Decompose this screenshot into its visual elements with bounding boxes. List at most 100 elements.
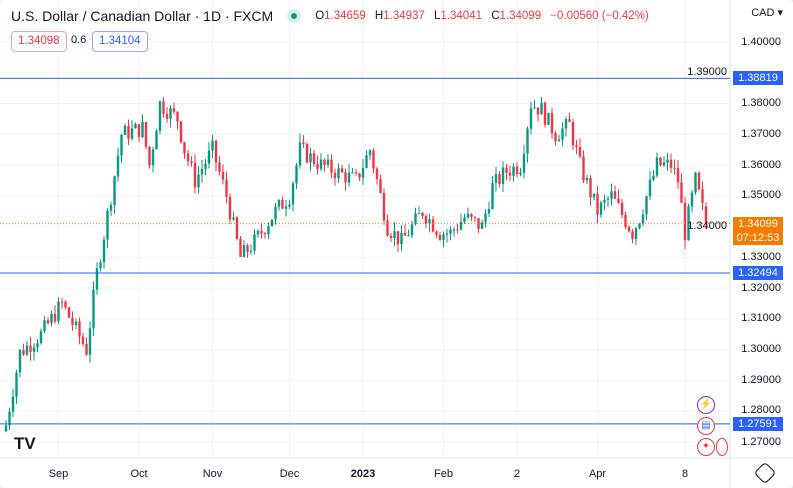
candle-body [652,175,655,180]
candle-body [113,176,116,205]
candle-body [151,149,155,166]
event-icon[interactable] [716,438,728,456]
candle-body [253,234,256,251]
candle-body [449,229,452,234]
candle-body [666,159,669,163]
candle-body [704,206,708,224]
candle-body [641,214,645,224]
candle-body [634,228,638,239]
lightning-event-icon[interactable]: ⚡ [697,396,715,414]
price-tick: 1.34000 [687,220,727,233]
candle-body [438,235,442,240]
candle-body [305,144,309,163]
symbol-title[interactable]: U.S. Dollar / Canadian Dollar · 1D · FXC… [11,8,274,24]
candle-body [246,245,249,252]
tradingview-logo[interactable]: TV [14,434,36,453]
horizontal-line-label: 1.38819 [733,71,783,86]
candle-body [270,219,274,227]
candle-body [92,289,95,329]
candle-body [302,142,305,145]
candle-body [211,140,214,151]
low-value: 1.34041 [440,10,482,22]
candle-body [568,119,571,123]
ca-flag-event-icon[interactable]: ✦ [697,438,715,456]
candle-body [190,161,193,163]
bar-countdown: 07:12:53 [733,230,783,245]
candle-body [554,133,557,142]
candle-body [183,142,186,154]
sell-button[interactable]: 1.34098 [11,31,67,52]
candle-body [522,153,526,173]
candle-body [599,202,603,215]
horizontal-line-label: 1.27591 [733,416,783,431]
candle-body [158,101,162,131]
candle-body [365,155,368,168]
candle-body [662,162,666,166]
candle-body [585,178,589,181]
candle-body [459,221,463,230]
us-flag-event-icon[interactable]: ▤ [697,417,715,435]
candle-body [316,164,319,169]
time-tick: Sep [48,468,69,480]
candle-body [214,140,218,163]
candle-body [564,119,568,129]
candle-body [330,159,333,173]
candle-body [470,214,473,217]
candle-body [22,349,25,355]
candle-body [351,172,354,174]
candle-body [197,174,200,188]
candle-body [102,239,106,263]
candle-body [512,166,515,176]
candle-body [344,172,347,183]
time-tick: Nov [202,468,223,480]
candle-body [78,321,81,337]
candle-body [162,101,165,114]
candle-body [155,130,158,150]
candle-body [505,167,508,173]
currency-dropdown[interactable]: CAD ▾ [751,7,783,19]
candle-body [8,411,11,426]
candle-body [137,124,141,137]
candle-body [326,159,330,166]
candle-body [620,202,624,215]
candle-body [694,172,697,193]
candle-body [701,189,704,203]
candle-body [39,331,43,344]
candle-body [127,125,130,139]
candle-body [417,213,421,215]
candle-body [477,218,480,229]
candle-body [550,112,554,134]
candle-body [491,182,494,209]
candle-body [11,396,15,412]
candle-body [610,191,613,199]
buy-button[interactable]: 1.34104 [92,31,148,52]
candle-body [169,108,172,119]
candle-body [575,145,578,147]
candle-body [473,216,477,219]
candle-body [407,235,410,237]
candle-body [526,128,529,154]
time-tick: 2 [513,468,521,480]
candle-body [557,139,561,142]
price-tick: 1.31000 [741,312,781,325]
candle-body [680,182,683,203]
ohlc-legend: O1.34659 H1.34937 L1.34041 C1.34099 −0.0… [315,10,649,22]
time-tick: 8 [681,468,689,480]
candle-body [235,217,239,239]
candle-body [221,171,225,180]
candle-body [67,307,71,318]
candle-body [309,153,312,163]
candle-body [106,210,109,240]
price-tick: 1.27000 [741,435,781,448]
candle-body [85,344,88,355]
candle-body [540,102,543,115]
candle-body [288,204,291,207]
candle-body [18,349,22,373]
candle-body [361,167,365,178]
candle-body [32,347,36,352]
candle-body [393,231,396,239]
candle-body [396,231,400,245]
price-tick: 1.40000 [741,35,781,48]
